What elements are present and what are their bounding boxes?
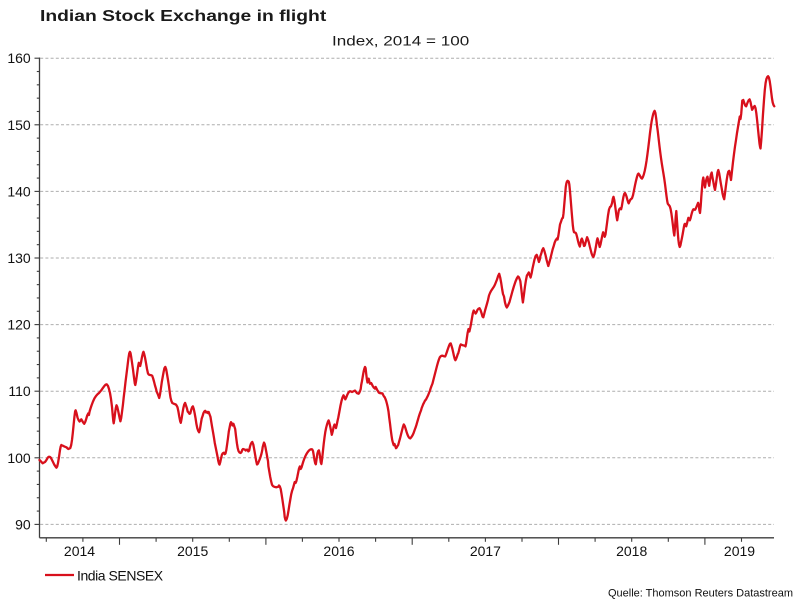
svg-text:130: 130 bbox=[7, 250, 31, 266]
svg-text:2019: 2019 bbox=[724, 543, 755, 559]
svg-text:2015: 2015 bbox=[177, 543, 208, 559]
svg-text:2017: 2017 bbox=[470, 543, 501, 559]
svg-text:2018: 2018 bbox=[616, 543, 647, 559]
svg-text:120: 120 bbox=[7, 317, 31, 333]
svg-text:2014: 2014 bbox=[64, 543, 95, 559]
svg-text:2016: 2016 bbox=[323, 543, 354, 559]
svg-text:Quelle: Thomson Reuters Datast: Quelle: Thomson Reuters Datastream bbox=[608, 588, 793, 600]
svg-text:100: 100 bbox=[7, 450, 31, 466]
svg-text:140: 140 bbox=[7, 183, 31, 199]
svg-text:Indian Stock Exchange in fligh: Indian Stock Exchange in flight bbox=[40, 7, 326, 25]
svg-text:150: 150 bbox=[7, 117, 31, 133]
svg-text:Index, 2014 = 100: Index, 2014 = 100 bbox=[332, 34, 470, 49]
svg-text:90: 90 bbox=[15, 516, 31, 532]
svg-text:India SENSEX: India SENSEX bbox=[77, 568, 164, 584]
svg-text:110: 110 bbox=[8, 383, 31, 399]
svg-text:160: 160 bbox=[7, 50, 31, 66]
